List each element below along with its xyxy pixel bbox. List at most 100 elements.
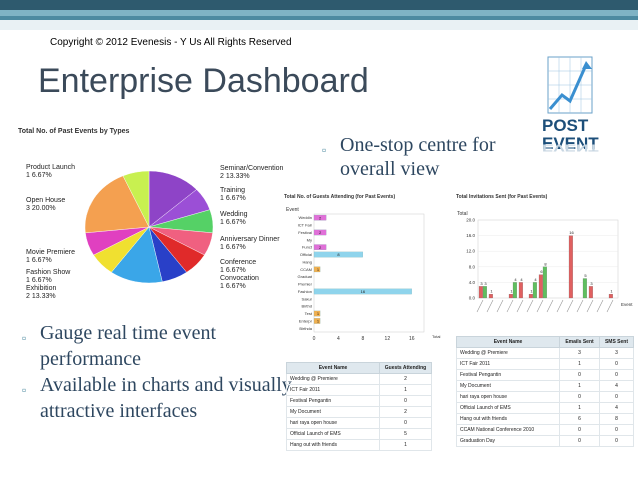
table-row[interactable]: Graduation Day 0 0 (456, 435, 635, 447)
table-header[interactable]: Emails Sent (559, 336, 600, 348)
bullet-list-left: ▫ Gauge real time event performance ▫ Av… (22, 320, 292, 424)
table-cell: 3 (559, 347, 600, 359)
pie-slice[interactable] (148, 170, 197, 228)
category-tick-mark (556, 299, 564, 313)
pie-label: Conference 1 6.67% (220, 259, 257, 274)
pie-label: Fashion Show 1 6.67% (26, 269, 71, 284)
table-row[interactable]: hari raya open house 0 0 (456, 391, 635, 403)
table-cell: 4 (598, 402, 635, 414)
table-cell: Official Launch of EMS (286, 428, 380, 440)
x-axis-label: Total (432, 334, 441, 339)
guests-chart-ylabel: Event (286, 207, 299, 213)
category-tick-mark (586, 299, 594, 313)
pie-slice[interactable] (84, 175, 150, 234)
table-row[interactable]: Wedding @ Premiere 2 (286, 373, 432, 385)
banner-stripe (0, 0, 638, 10)
invite-bar[interactable] (528, 293, 533, 299)
table-header[interactable]: Event Name (456, 336, 560, 348)
pie-label: Open House 3 20.00% (26, 197, 66, 212)
invite-bar[interactable] (542, 266, 547, 299)
bar-value-label: 2 (319, 245, 322, 250)
table-row[interactable]: Hang out with friends 1 (286, 439, 432, 451)
guest-bar[interactable] (313, 310, 321, 317)
bar-value-label: 1 (510, 289, 513, 294)
category-tick-label: Enterpr (299, 318, 313, 323)
table-row[interactable]: Official Launch of EMS 5 (286, 428, 432, 440)
table-cell: Festival Pengantin (456, 369, 560, 381)
table-cell: 0 (559, 435, 600, 447)
table-row[interactable]: My Document 2 (286, 406, 432, 418)
plot-area (313, 213, 425, 333)
table-row[interactable]: ICT Fair 2011 1 0 (456, 358, 635, 370)
guest-bar[interactable] (313, 266, 321, 273)
y-tick-label: 16.0 (466, 233, 475, 238)
invites-chart-ylabel: Total (457, 211, 468, 217)
table-row[interactable]: Festival Pengantin 0 (286, 395, 432, 407)
table-row[interactable]: Hang out with friends 6 8 (456, 413, 635, 425)
table-cell: 1 (559, 358, 600, 370)
category-tick-mark (596, 299, 604, 313)
pie-label: Wedding 1 6.67% (220, 211, 248, 226)
table-cell: hari raya open house (456, 391, 560, 403)
category-tick-label: Fashion (298, 289, 312, 294)
invite-bar[interactable] (518, 282, 523, 299)
guest-bar[interactable] (313, 214, 327, 221)
logo-text-event: EVENT (542, 134, 599, 153)
category-tick-label: Hang (302, 259, 312, 264)
table-row[interactable]: My Document 1 4 (456, 380, 635, 392)
pie-slice[interactable] (122, 170, 150, 228)
table-row[interactable]: ICT Fair 2011 1 (286, 384, 432, 396)
pie-label: Anniversary Dinner 1 6.67% (220, 236, 280, 251)
pie-slice[interactable] (111, 226, 163, 284)
invite-bar[interactable] (482, 286, 487, 299)
table-cell: Wedding @ Premiere (456, 347, 560, 359)
invite-bar[interactable] (478, 286, 483, 299)
table-row[interactable]: hari raya open house 0 (286, 417, 432, 429)
invite-bar[interactable] (488, 293, 493, 299)
table-cell: 8 (598, 413, 635, 425)
table-cell: ICT Fair 2011 (456, 358, 560, 370)
table-header[interactable]: Event Name (286, 362, 380, 374)
category-tick-label: ICT Fair (298, 223, 313, 228)
y-tick-label: 8.0 (469, 264, 476, 269)
bullet-marker-icon: ▫ (22, 383, 27, 397)
bar-value-label: 8 (337, 252, 340, 257)
invite-bar[interactable] (532, 282, 537, 299)
bar-value-label: 3 (484, 281, 487, 286)
table-row[interactable]: Festival Pengantin 0 0 (456, 369, 635, 381)
invite-bar[interactable] (568, 235, 573, 299)
category-tick-label: Birthd (302, 304, 312, 309)
guest-bar[interactable] (313, 244, 327, 250)
table-row[interactable]: Wedding @ Premiere 3 3 (456, 347, 635, 359)
table-cell: Hang out with friends (456, 413, 560, 425)
category-tick-label: Birthda (299, 326, 312, 331)
invites-chart-panel: Total Invitations Sent (for Past Events)… (454, 194, 636, 334)
table-cell: 3 (598, 347, 635, 359)
invite-bar[interactable] (538, 274, 543, 299)
table-row[interactable]: Official Launch of EMS 1 4 (456, 402, 635, 414)
invite-bar[interactable] (588, 286, 593, 299)
invite-bar[interactable] (582, 278, 587, 299)
invite-bar[interactable] (512, 282, 517, 299)
guest-bar[interactable] (313, 251, 363, 258)
category-tick-label: Festival (298, 230, 312, 235)
category-tick-label: My (307, 237, 312, 242)
bar-value-label: 16 (569, 230, 574, 235)
bar-value-label: 1 (530, 289, 533, 294)
bullet-item: ▫ One-stop centre for overall view (322, 133, 542, 181)
table-cell: 1 (379, 439, 432, 451)
banner-stripe (0, 10, 638, 16)
table-header[interactable]: Guests Attending (379, 362, 432, 374)
banner-stripe (0, 20, 638, 30)
invite-bar[interactable] (508, 293, 513, 299)
guest-bar[interactable] (313, 229, 327, 236)
category-tick-mark (546, 299, 554, 313)
table-header[interactable]: SMS Sent (598, 336, 635, 348)
invite-bar[interactable] (608, 293, 613, 299)
guest-bar[interactable] (313, 288, 412, 295)
x-axis-label: Event (621, 302, 633, 307)
guest-bar[interactable] (313, 318, 321, 324)
table-row[interactable]: CCAM National Conference 2010 0 0 (456, 424, 635, 436)
table-cell: 6 (559, 413, 600, 425)
